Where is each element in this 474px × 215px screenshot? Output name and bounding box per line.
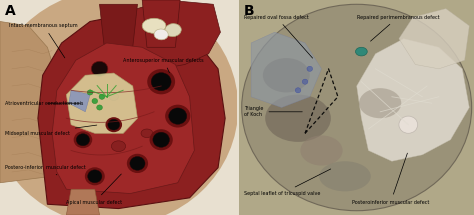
Circle shape [85, 167, 105, 185]
Circle shape [165, 105, 191, 127]
Ellipse shape [0, 0, 238, 215]
Circle shape [73, 131, 92, 148]
Text: Posteroinferior muscular defect: Posteroinferior muscular defect [352, 153, 429, 205]
Ellipse shape [356, 47, 367, 56]
Text: Midseptal muscular defect: Midseptal muscular defect [5, 125, 97, 136]
Ellipse shape [301, 135, 343, 166]
Circle shape [92, 98, 98, 104]
Polygon shape [100, 4, 137, 47]
Circle shape [97, 105, 102, 110]
Ellipse shape [111, 141, 126, 152]
Ellipse shape [319, 161, 371, 191]
Polygon shape [118, 0, 220, 69]
Ellipse shape [263, 58, 310, 92]
Polygon shape [356, 39, 469, 161]
Ellipse shape [141, 129, 153, 138]
Circle shape [147, 69, 175, 94]
Polygon shape [251, 32, 321, 108]
Ellipse shape [154, 29, 168, 40]
Text: Intact membranous septum: Intact membranous septum [9, 23, 78, 58]
Text: A: A [5, 4, 16, 18]
Polygon shape [0, 22, 62, 183]
Circle shape [151, 73, 171, 91]
Circle shape [91, 61, 108, 76]
Ellipse shape [265, 95, 331, 142]
Circle shape [105, 117, 122, 132]
Polygon shape [142, 0, 180, 47]
Ellipse shape [165, 24, 181, 37]
Ellipse shape [109, 93, 118, 100]
Circle shape [127, 154, 148, 173]
Text: Postero-inferior  muscular defect: Postero-inferior muscular defect [5, 165, 85, 175]
Text: Septal leaflet of tricuspid valve: Septal leaflet of tricuspid valve [244, 169, 331, 196]
Text: B: B [244, 4, 255, 18]
Text: Repaired oval fossa defect: Repaired oval fossa defect [244, 15, 313, 58]
Circle shape [130, 157, 145, 170]
Circle shape [150, 129, 173, 150]
Text: Atrioventricular conduction axis: Atrioventricular conduction axis [5, 101, 83, 106]
Polygon shape [38, 15, 225, 209]
Circle shape [87, 90, 93, 95]
Ellipse shape [359, 88, 401, 118]
Circle shape [153, 132, 170, 147]
Circle shape [88, 170, 102, 183]
Polygon shape [69, 90, 90, 112]
Text: Apical muscular defect: Apical muscular defect [66, 174, 122, 205]
Circle shape [399, 116, 418, 133]
Circle shape [307, 66, 312, 71]
Circle shape [76, 134, 90, 146]
Polygon shape [66, 73, 137, 133]
Circle shape [169, 108, 187, 124]
Polygon shape [52, 43, 194, 194]
Text: Triangle
of Koch: Triangle of Koch [244, 106, 302, 117]
Ellipse shape [242, 4, 472, 211]
Polygon shape [66, 189, 100, 215]
Text: Anterosuperior muscular defects: Anterosuperior muscular defects [123, 58, 204, 73]
Circle shape [302, 79, 308, 84]
Ellipse shape [142, 18, 166, 33]
Circle shape [99, 94, 105, 99]
Text: Repaired perimembranous defect: Repaired perimembranous defect [356, 15, 439, 41]
Circle shape [108, 119, 119, 130]
Circle shape [295, 88, 301, 93]
Polygon shape [399, 9, 469, 69]
